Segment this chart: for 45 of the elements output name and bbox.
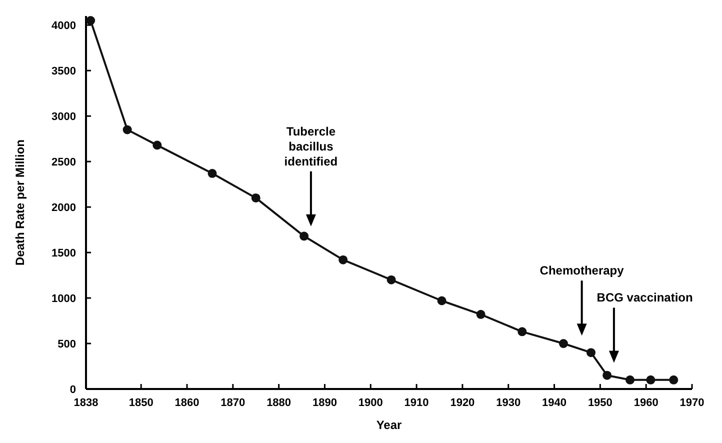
x-tick-label: 1960 bbox=[634, 397, 658, 409]
point bbox=[152, 140, 162, 150]
point bbox=[386, 275, 396, 284]
y-tick-label: 1000 bbox=[52, 293, 76, 306]
point bbox=[558, 339, 568, 348]
x-tick-label: 1920 bbox=[450, 397, 475, 409]
x-tick-label: 1838 bbox=[74, 397, 98, 409]
point bbox=[300, 232, 309, 241]
y-tick-label: 1500 bbox=[52, 248, 76, 260]
ref-line-label: Tubercle bacillus identified bbox=[284, 124, 338, 168]
ref-line-label: BCG vaccination bbox=[596, 290, 693, 305]
x-tick-label: 1900 bbox=[358, 397, 383, 409]
x-tick-label: 1910 bbox=[404, 397, 429, 409]
y-tick-label: 2000 bbox=[52, 202, 76, 214]
x-tick-label: 1850 bbox=[128, 397, 154, 409]
y-tick-label: 4000 bbox=[52, 20, 76, 32]
point bbox=[602, 370, 612, 380]
x-tick-label: 1930 bbox=[496, 397, 521, 409]
y-tick-label: 3500 bbox=[52, 66, 76, 78]
y-tick-label: 3000 bbox=[52, 111, 76, 124]
x-tick-label: 1890 bbox=[312, 397, 337, 409]
x-tick-label: 1970 bbox=[680, 397, 704, 409]
point bbox=[476, 310, 486, 319]
ref-line-label: Chemotherapy bbox=[540, 264, 624, 278]
point bbox=[251, 193, 260, 202]
point bbox=[518, 327, 527, 336]
y-tick-label: 500 bbox=[58, 338, 76, 351]
point bbox=[646, 375, 656, 384]
x-tick-label: 1860 bbox=[174, 397, 200, 409]
point bbox=[122, 125, 132, 134]
x-axis-title: Year bbox=[376, 418, 402, 432]
x-tick-label: 1870 bbox=[220, 397, 246, 409]
x-tick-label: 1950 bbox=[588, 397, 612, 409]
point bbox=[586, 348, 596, 358]
y-axis-title: Death Rate per Million bbox=[13, 139, 27, 266]
point bbox=[208, 168, 217, 178]
point bbox=[626, 375, 635, 384]
y-tick-label: 0 bbox=[70, 384, 76, 396]
point bbox=[338, 255, 348, 264]
x-tick-label: 1940 bbox=[542, 397, 567, 409]
point bbox=[437, 296, 446, 306]
point bbox=[86, 16, 96, 26]
x-tick-label: 1880 bbox=[266, 397, 292, 409]
point bbox=[669, 375, 678, 384]
y-tick-label: 2500 bbox=[52, 156, 76, 169]
